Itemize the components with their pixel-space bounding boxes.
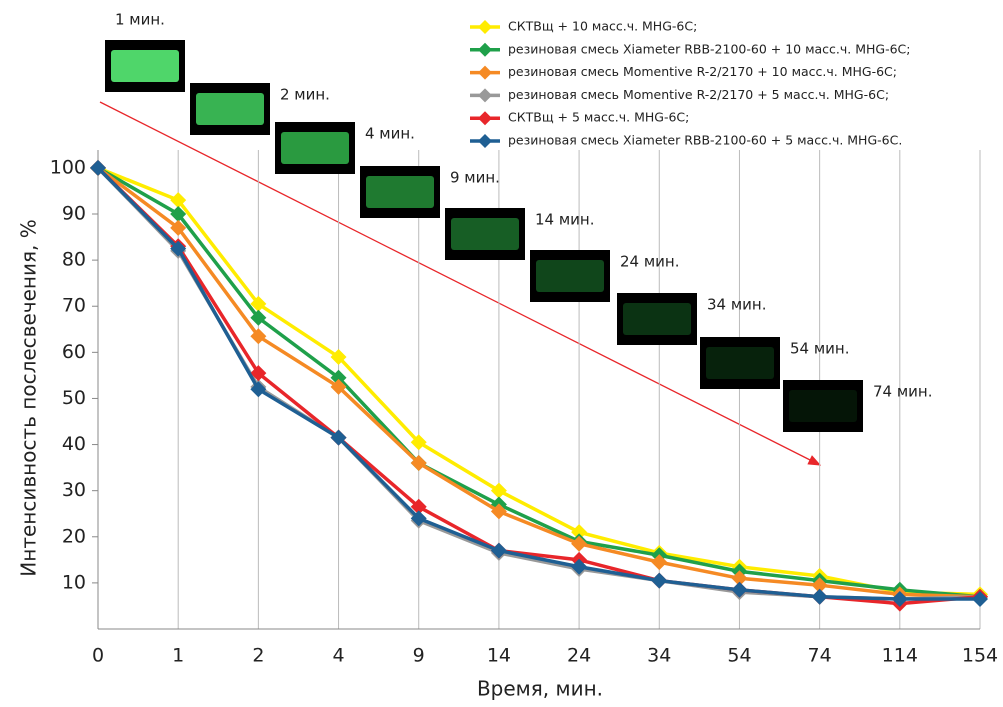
x-tick-label: 114 xyxy=(882,645,918,667)
data-point xyxy=(571,558,588,575)
data-point xyxy=(250,328,267,345)
y-tick-label: 90 xyxy=(62,203,86,225)
x-tick-label: 0 xyxy=(92,645,104,667)
data-point xyxy=(651,554,668,571)
y-tick-label: 50 xyxy=(62,387,86,409)
sample-glow xyxy=(623,303,691,335)
legend-marker xyxy=(478,88,492,103)
data-point xyxy=(410,434,427,451)
data-point xyxy=(170,240,187,257)
sample-glow xyxy=(111,50,179,82)
y-tick-label: 60 xyxy=(62,341,86,363)
data-point xyxy=(651,572,668,589)
sample-glow xyxy=(196,93,264,125)
y-tick-label: 80 xyxy=(62,249,86,271)
data-point xyxy=(410,455,427,472)
x-tick-label: 34 xyxy=(647,645,671,667)
data-point xyxy=(811,577,828,594)
legend-label: резиновая смесь Xiameter RBB-2100-60 + 1… xyxy=(508,41,911,56)
data-point xyxy=(490,503,507,520)
series-line xyxy=(96,166,980,601)
sample-glow xyxy=(536,260,604,292)
legend-label: резиновая смесь Momentive R-2/2170 + 10 … xyxy=(508,64,897,79)
y-tick-label: 70 xyxy=(62,295,86,317)
x-tick-label: 1 xyxy=(172,645,184,667)
data-point xyxy=(330,348,347,365)
legend-marker xyxy=(478,20,492,34)
x-tick-label: 2 xyxy=(252,645,264,667)
annotation: 9 мин. xyxy=(450,169,500,187)
series-line xyxy=(97,166,981,597)
annotation: 1 мин. xyxy=(115,11,165,29)
data-point xyxy=(490,482,507,499)
x-tick-label: 74 xyxy=(808,645,832,667)
data-point xyxy=(330,378,347,395)
series-line xyxy=(97,166,981,599)
data-point xyxy=(410,498,427,515)
data-point xyxy=(170,206,187,223)
annotation: 74 мин. xyxy=(873,383,933,401)
data-point xyxy=(330,369,347,386)
sample-glow xyxy=(281,132,349,164)
annotation: 14 мин. xyxy=(535,211,595,229)
x-tick-label: 4 xyxy=(332,645,344,667)
legend-marker xyxy=(478,65,492,80)
data-point xyxy=(571,535,588,552)
sample-glow xyxy=(706,347,774,379)
data-point xyxy=(811,588,828,605)
x-tick-label: 24 xyxy=(567,645,591,667)
series xyxy=(90,159,988,605)
x-tick-label: 9 xyxy=(413,645,425,667)
data-point xyxy=(410,510,427,527)
annotation: 34 мин. xyxy=(707,296,767,314)
legend-marker xyxy=(478,42,492,57)
y-tick-label: 100 xyxy=(50,156,86,178)
y-tick-label: 10 xyxy=(62,571,86,593)
y-tick-label: 20 xyxy=(62,525,86,547)
data-point xyxy=(250,295,267,312)
sample-glow xyxy=(789,390,857,422)
data-point xyxy=(250,381,267,398)
annotation: 2 мин. xyxy=(280,86,330,104)
data-point xyxy=(170,192,187,209)
data-point xyxy=(250,365,267,382)
data-point xyxy=(972,591,988,608)
legend-marker xyxy=(478,134,492,148)
data-point xyxy=(90,159,106,176)
data-point xyxy=(731,570,748,587)
sample-glow xyxy=(366,176,434,208)
y-axis-label: Интенсивность послесвечения, % xyxy=(17,219,41,576)
x-tick-label: 54 xyxy=(727,645,751,667)
y-tick-label: 40 xyxy=(62,433,86,455)
legend-label: резиновая смесь Momentive R-2/2170 + 5 м… xyxy=(508,87,889,102)
data-point xyxy=(891,591,908,608)
data-point xyxy=(490,542,507,559)
annotation: 24 мин. xyxy=(620,253,680,271)
legend-label: резиновая смесь Xiameter RBB-2100-60 + 5… xyxy=(508,133,902,148)
data-point xyxy=(731,581,748,598)
y-tick-label: 30 xyxy=(62,479,86,501)
sample-glow xyxy=(451,218,519,250)
x-tick-label: 14 xyxy=(487,645,511,667)
x-tick-label: 154 xyxy=(962,645,998,667)
annotation: 54 мин. xyxy=(790,340,850,358)
data-point xyxy=(250,309,267,326)
x-axis-label: Время, мин. xyxy=(477,677,603,701)
series xyxy=(90,159,988,608)
trend-arrow xyxy=(99,101,822,466)
legend-label: СКТВщ + 5 масс.ч. MHG-6C; xyxy=(508,110,689,125)
annotation: 4 мин. xyxy=(365,125,415,143)
data-point xyxy=(571,524,588,541)
data-point xyxy=(170,219,187,236)
series-line xyxy=(96,166,981,599)
legend-marker xyxy=(478,111,492,126)
data-point xyxy=(330,429,347,446)
legend-label: СКТВщ + 10 масс.ч. MHG-6C; xyxy=(508,19,697,34)
